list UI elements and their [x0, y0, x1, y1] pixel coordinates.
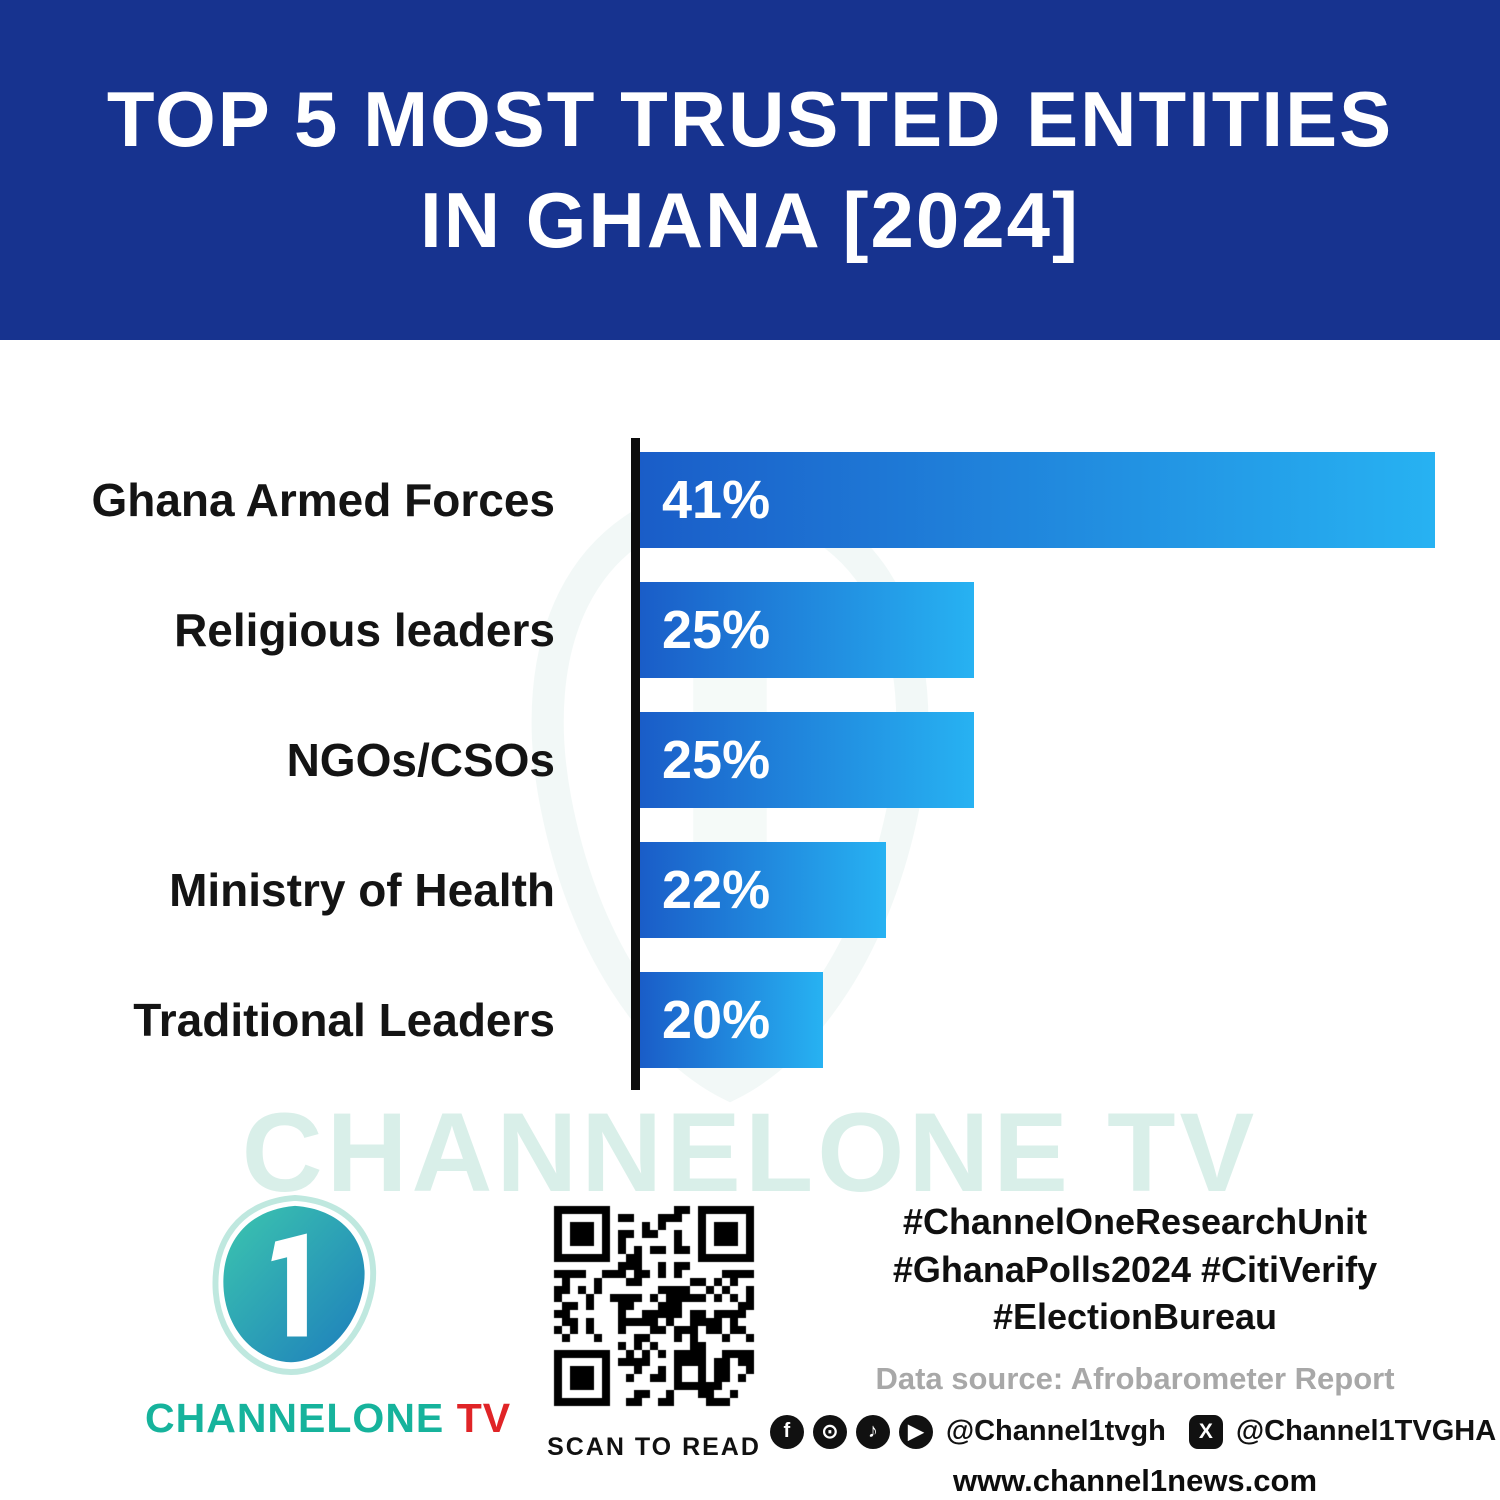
brand-wordmark-channelone: CHANNELONE	[145, 1395, 445, 1441]
hashtags: #ChannelOneResearchUnit #GhanaPolls2024 …	[840, 1198, 1430, 1341]
bar-track: 25%	[640, 712, 1435, 808]
bar: 25%	[640, 712, 974, 808]
bar-track: 20%	[640, 972, 1435, 1068]
category-label: Religious leaders	[174, 604, 555, 656]
category-label: NGOs/CSOs	[286, 734, 555, 786]
chart-row: Ministry of Health 22%	[0, 842, 1500, 938]
social-handle-x: @Channel1TVGHA	[1235, 1415, 1497, 1448]
chart-row: Religious leaders 25%	[0, 582, 1500, 678]
bar-track: 41%	[640, 452, 1435, 548]
value-label: 41%	[662, 470, 771, 530]
hashtag-line-1: #ChannelOneResearchUnit	[902, 1201, 1368, 1242]
brand-wordmark-tv: TV	[444, 1395, 512, 1441]
value-label: 20%	[662, 990, 771, 1050]
header-banner: TOP 5 MOST TRUSTED ENTITIES IN GHANA [20…	[0, 0, 1500, 340]
website-url: www.channel1news.com	[952, 1462, 1318, 1498]
qr-block: SCAN TO READ	[543, 1198, 765, 1462]
chart-row: Ghana Armed Forces 41%	[0, 452, 1500, 548]
value-label: 25%	[662, 600, 771, 660]
social-row: f ⊙ ♪ ▶ @Channel1tvgh X @Channel1TVGHA	[769, 1414, 1496, 1449]
hashtag-line-2: #GhanaPolls2024 #CitiVerify	[892, 1248, 1378, 1290]
social-handle-main: @Channel1tvgh	[945, 1415, 1166, 1448]
bar: 41%	[640, 452, 1435, 548]
y-axis-line	[631, 438, 640, 1090]
bar: 20%	[640, 972, 823, 1068]
brand-wordmark: CHANNELONE TV	[145, 1395, 510, 1442]
page-title-line1: TOP 5 MOST TRUSTED ENTITIES	[106, 74, 1394, 163]
category-label: Ministry of Health	[169, 864, 555, 916]
category-label: Traditional Leaders	[133, 994, 555, 1046]
hashtag-line-3: #ElectionBureau	[992, 1296, 1278, 1338]
channel-one-logo-icon	[212, 1194, 377, 1376]
tiktok-icon: ♪	[855, 1414, 890, 1449]
youtube-icon: ▶	[898, 1414, 933, 1449]
x-icon: X	[1188, 1414, 1223, 1449]
qr-code	[546, 1198, 762, 1414]
instagram-icon: ⊙	[812, 1414, 847, 1449]
qr-caption: SCAN TO READ	[547, 1433, 761, 1461]
brand-watermark: CHANNELONE TV	[241, 1090, 1259, 1215]
data-source: Data source: Afrobarometer Report	[875, 1360, 1395, 1396]
bar-track: 22%	[640, 842, 1435, 938]
bar-track: 25%	[640, 582, 1435, 678]
value-label: 25%	[662, 730, 771, 790]
value-label: 22%	[662, 860, 771, 920]
page-title-line2: IN GHANA [2024]	[420, 176, 1080, 264]
chart-row: NGOs/CSOs 25%	[0, 712, 1500, 808]
footer-right-column: #ChannelOneResearchUnit #GhanaPolls2024 …	[769, 1198, 1496, 1499]
bar: 25%	[640, 582, 974, 678]
facebook-icon: f	[769, 1414, 804, 1449]
chart-row: Traditional Leaders 20%	[0, 972, 1500, 1068]
category-label: Ghana Armed Forces	[91, 474, 555, 526]
chart-rows: Ghana Armed Forces 41% Religious leaders 25…	[0, 452, 1500, 1068]
channel-one-logo: CHANNELONE TV	[145, 1190, 510, 1442]
bar-chart: Ghana Armed Forces 41% Religious leaders 25…	[0, 438, 1500, 1090]
bar: 22%	[640, 842, 887, 938]
